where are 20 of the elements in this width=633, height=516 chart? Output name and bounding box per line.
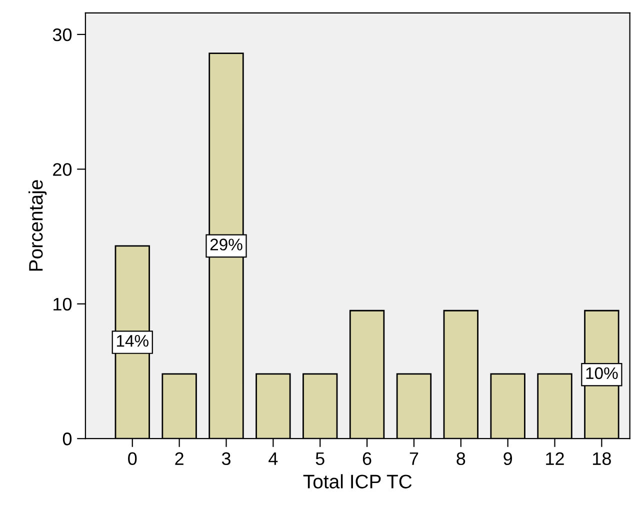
y-tick-label: 10 bbox=[54, 298, 72, 311]
y-tick-label: 20 bbox=[53, 163, 72, 176]
data-label: 29% bbox=[210, 238, 242, 250]
x-tick-label: 12 bbox=[546, 452, 564, 465]
x-tick-label: 5 bbox=[316, 452, 324, 466]
data-label: 10% bbox=[586, 367, 618, 380]
x-axis-title: Total ICP TC bbox=[303, 474, 412, 488]
x-tick-label: 18 bbox=[593, 452, 611, 466]
x-tick-label: 3 bbox=[222, 452, 230, 466]
y-tick-label: 0 bbox=[62, 432, 72, 446]
x-tick-label: 2 bbox=[175, 452, 184, 465]
data-label: 14% bbox=[116, 335, 148, 347]
y-axis-title: Porcentaje bbox=[28, 180, 47, 271]
y-tick-label: 30 bbox=[52, 28, 72, 42]
x-tick-label: 0 bbox=[128, 452, 137, 466]
x-tick-label: 7 bbox=[410, 452, 418, 465]
x-tick-label: 6 bbox=[362, 452, 372, 466]
x-tick-label: 4 bbox=[268, 452, 278, 465]
x-tick-label: 8 bbox=[456, 452, 466, 466]
x-tick-label: 9 bbox=[504, 452, 512, 466]
